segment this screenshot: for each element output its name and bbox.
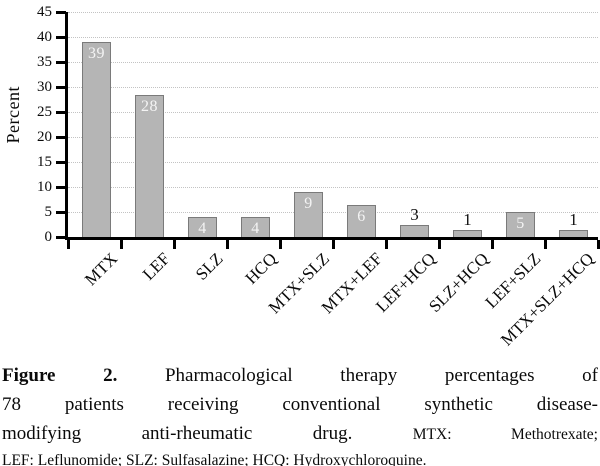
y-tick-label: 45 bbox=[37, 4, 52, 20]
gridline-5 bbox=[68, 212, 598, 213]
bar-SLZ+HCQ bbox=[453, 230, 482, 237]
gridline-45 bbox=[68, 12, 598, 13]
bar-value-label: 4 bbox=[251, 220, 260, 237]
y-tick bbox=[56, 186, 66, 189]
gridline-35 bbox=[68, 62, 598, 63]
bar-value-label: 4 bbox=[198, 220, 207, 237]
x-tick-label: LEF bbox=[139, 249, 174, 284]
y-tick bbox=[56, 236, 66, 239]
bar-value-label: 1 bbox=[463, 210, 472, 229]
y-tick-label: 35 bbox=[37, 54, 52, 70]
figure-label: Figure 2. bbox=[2, 365, 118, 386]
bar-LEF: 28 bbox=[135, 95, 164, 237]
bar-LEF+SLZ: 5 bbox=[506, 212, 535, 237]
y-tick bbox=[56, 86, 66, 89]
x-tick bbox=[278, 240, 282, 249]
plot-area: 39 28 4 4 9 6 3 1 5 1 bbox=[65, 12, 598, 240]
x-tick-label: MTX+SLZ+HCQ bbox=[497, 249, 598, 350]
caption-line-2: 78 patients receiving conventional synth… bbox=[2, 390, 598, 419]
bar-LEF+HCQ bbox=[400, 224, 429, 237]
bar-MTX+LEF: 6 bbox=[347, 204, 376, 237]
y-tick bbox=[56, 11, 66, 14]
figure-caption: Figure 2. Pharmacological therapy percen… bbox=[0, 361, 600, 466]
x-tick bbox=[543, 240, 547, 249]
caption-line-1: Figure 2. Pharmacological therapy percen… bbox=[2, 361, 598, 390]
caption-line-3: modifying anti-rheumatic drug. MTX: Meth… bbox=[2, 419, 598, 449]
y-tick-label: 30 bbox=[37, 79, 52, 95]
y-tick-label: 25 bbox=[37, 104, 52, 120]
y-tick-label: 0 bbox=[44, 229, 53, 245]
y-tick bbox=[56, 61, 66, 64]
gridline-25 bbox=[68, 112, 598, 113]
y-tick-label: 40 bbox=[37, 29, 52, 45]
bar-HCQ: 4 bbox=[241, 217, 270, 237]
bar-value-label: 9 bbox=[304, 195, 313, 212]
bar-value-label: 5 bbox=[516, 215, 525, 232]
x-tick bbox=[331, 240, 335, 249]
y-tick-label: 20 bbox=[37, 129, 52, 145]
x-tick bbox=[490, 240, 494, 249]
bar-value-label: 1 bbox=[569, 210, 578, 229]
bar-MTX+SLZ+HCQ bbox=[559, 230, 588, 237]
abbreviation-mtx: MTX: Methotrexate; bbox=[412, 426, 598, 443]
caption-text-2: 78 patients receiving conventional synth… bbox=[2, 394, 598, 415]
bar-chart: Percent 39 28 4 4 9 6 3 1 5 1 0 5 10 15 20 25 30 35 40 45 M… bbox=[3, 4, 600, 350]
gridline-40 bbox=[68, 37, 598, 38]
caption-text-3: modifying anti-rheumatic drug. bbox=[2, 423, 353, 444]
x-tick bbox=[119, 240, 123, 249]
bar-value-label: 28 bbox=[141, 98, 158, 115]
x-tick bbox=[596, 240, 600, 249]
x-tick bbox=[225, 240, 229, 249]
x-tick bbox=[384, 240, 388, 249]
gridline-20 bbox=[68, 137, 598, 138]
abbreviation-list: LEF: Leflunomide; SLZ: Sulfasalazine; HC… bbox=[2, 452, 427, 466]
y-tick-label: 10 bbox=[37, 179, 52, 195]
x-tick-label: SLZ bbox=[192, 249, 227, 284]
y-tick bbox=[56, 211, 66, 214]
x-tick bbox=[172, 240, 176, 249]
bar-MTX+SLZ: 9 bbox=[294, 192, 323, 237]
gridline-15 bbox=[68, 162, 598, 163]
caption-line-4: LEF: Leflunomide; SLZ: Sulfasalazine; HC… bbox=[2, 449, 598, 466]
bar-value-label: 6 bbox=[357, 207, 366, 225]
x-tick bbox=[66, 240, 70, 249]
gridline-10 bbox=[68, 187, 598, 188]
caption-text-1: Pharmacological therapy percentages of bbox=[164, 365, 598, 386]
y-tick-label: 15 bbox=[37, 154, 52, 170]
bar-value-label: 39 bbox=[88, 45, 105, 62]
y-tick bbox=[56, 161, 66, 164]
bar-MTX: 39 bbox=[82, 42, 111, 237]
y-tick bbox=[56, 111, 66, 114]
gridline-30 bbox=[68, 87, 598, 88]
x-tick-label: HCQ bbox=[241, 249, 280, 288]
y-tick bbox=[56, 136, 66, 139]
y-tick bbox=[56, 36, 66, 39]
bar-value-label: 3 bbox=[410, 204, 419, 224]
x-tick bbox=[437, 240, 441, 249]
x-tick-label: MTX bbox=[80, 249, 121, 290]
bar-SLZ: 4 bbox=[188, 217, 217, 237]
y-tick-label: 5 bbox=[44, 204, 53, 220]
